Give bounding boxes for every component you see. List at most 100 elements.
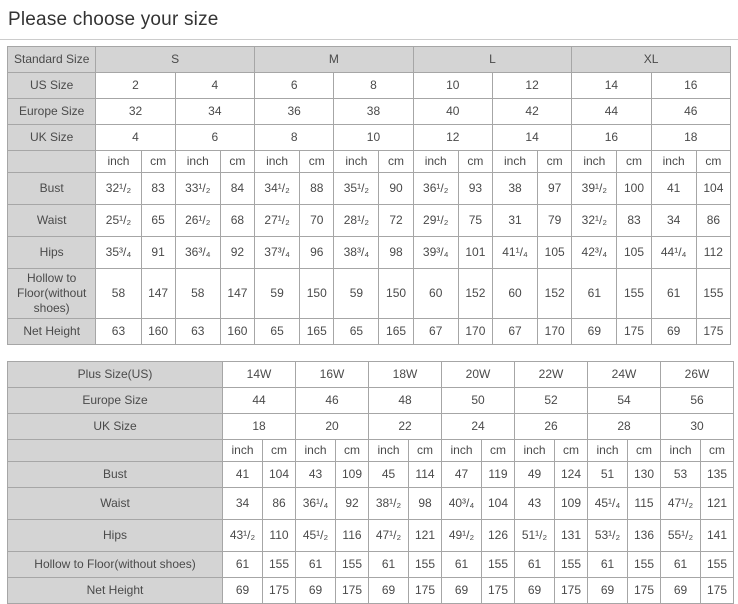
hips-cell: 112 [695,236,732,269]
row-label-plus-net-height: Net Height [7,577,223,604]
hollow-to-floor-cell: 59 [333,268,380,319]
hollow-to-floor-cell: 147 [219,268,256,319]
row-label-plus-hips: Hips [7,519,223,552]
us-size-cell: 2 [95,72,176,99]
waist-cell: 86 [695,204,732,237]
plus-hollow-to-floor-cell: 155 [554,551,588,578]
plus-bust-cell: 114 [408,461,442,488]
hips-cell: 98 [378,236,414,269]
plus-hollow-to-floor-cell: 155 [262,551,296,578]
us-size-cell: 16 [650,72,732,99]
plus-waist-cell: 92 [335,487,369,520]
plus-net-height-cell: 69 [441,577,482,604]
plus-unit-header-cell: cm [700,439,734,462]
us-size-cell: 6 [253,72,335,99]
unit-header-cell: cm [616,150,652,173]
bust-cell: 100 [616,172,652,205]
plus-europe-size-cell: 50 [441,387,515,414]
size-group-row: Standard Size S M L XL [6,46,731,73]
plus-uk-size-cell: 22 [368,413,442,440]
units-corner-cell [6,150,97,173]
plus-net-height-cell: 175 [335,577,369,604]
plus-unit-header-cell: cm [408,439,442,462]
waist-cell: 68 [219,204,256,237]
plus-hollow-to-floor-cell: 155 [335,551,369,578]
plus-hips-cell: 141 [700,519,734,552]
hollow-to-floor-cell: 59 [253,268,301,319]
net-height-cell: 160 [140,318,176,345]
row-label-waist: Waist [6,204,97,237]
plus-hollow-to-floor-cell: 155 [408,551,442,578]
bust-cell: 83 [140,172,176,205]
net-height-cell: 160 [219,318,256,345]
size-group-header: S [95,46,255,73]
us-size-row: US Size 2 4 6 8 10 12 14 16 [6,72,732,99]
plus-size-cell: 22W [514,361,588,388]
net-height-cell: 165 [378,318,414,345]
plus-hips-cell: 47¹/₂ [368,519,409,552]
hips-cell: 35³/₄ [95,236,142,269]
hollow-to-floor-cell: 155 [695,268,732,319]
plus-net-height-cell: 69 [222,577,263,604]
plus-bust-cell: 47 [441,461,482,488]
plus-units-row: inch cm inch cm inch cm inch cm inch cm inch cm inch… [7,439,734,462]
row-label-plus-bust: Bust [7,461,223,488]
plus-bust-cell: 135 [700,461,734,488]
plus-hips-cell: 43¹/₂ [222,519,263,552]
plus-hips-cell: 116 [335,519,369,552]
plus-unit-header-cell: inch [441,439,482,462]
plus-hollow-to-floor-cell: 155 [627,551,661,578]
plus-size-table: Plus Size(US) 14W 16W 18W 20W 22W 24W 26W Euro… [7,361,734,604]
plus-net-height-cell: 69 [295,577,336,604]
unit-header-cell: cm [695,150,732,173]
row-label-plus-uk-size: UK Size [7,413,223,440]
uk-size-cell: 14 [491,124,573,151]
hollow-to-floor-cell: 58 [95,268,142,319]
plus-waist-cell: 34 [222,487,263,520]
plus-bust-cell: 41 [222,461,263,488]
plus-units-corner-cell [7,439,223,462]
hollow-to-floor-cell: 152 [457,268,493,319]
bust-row: Bust 32¹/₂ 83 33¹/₂ 84 34¹/₂ 88 35¹/₂ 90 36¹/₂ 93… [6,172,732,205]
plus-size-cell: 26W [660,361,734,388]
plus-net-height-cell: 175 [481,577,515,604]
waist-cell: 26¹/₂ [174,204,221,237]
row-label-hips: Hips [6,236,97,269]
plus-size-cell: 14W [222,361,296,388]
corner-label: Standard Size [6,46,97,73]
page-title: Please choose your size [8,9,219,30]
row-label-net-height: Net Height [6,318,97,345]
plus-europe-size-cell: 56 [660,387,734,414]
plus-size-row: Plus Size(US) 14W 16W 18W 20W 22W 24W 26W [7,361,734,388]
us-size-cell: 12 [491,72,573,99]
waist-cell: 31 [491,204,539,237]
hollow-to-floor-cell: 60 [412,268,459,319]
uk-size-cell: 10 [333,124,414,151]
plus-hollow-to-floor-cell: 155 [700,551,734,578]
unit-header-cell: inch [571,150,618,173]
plus-hips-row: Hips 43¹/₂ 110 45¹/₂ 116 47¹/₂ 121 49¹/₂ 126 51¹… [7,519,734,552]
plus-hips-cell: 136 [627,519,661,552]
plus-hollow-to-floor-row: Hollow to Floor(without shoes) 61 155 61 15… [7,551,734,578]
plus-net-height-cell: 175 [408,577,442,604]
plus-waist-cell: 109 [554,487,588,520]
plus-unit-header-cell: inch [295,439,336,462]
bust-cell: 93 [457,172,493,205]
plus-uk-size-cell: 24 [441,413,515,440]
us-size-cell: 8 [333,72,414,99]
hips-cell: 96 [299,236,335,269]
plus-waist-cell: 36¹/₄ [295,487,336,520]
title-divider [0,39,738,40]
net-height-cell: 67 [491,318,539,345]
size-group-header: L [412,46,573,73]
plus-bust-cell: 43 [295,461,336,488]
plus-hips-cell: 55¹/₂ [660,519,701,552]
hips-cell: 41¹/₄ [491,236,539,269]
waist-cell: 29¹/₂ [412,204,459,237]
row-label-plus-europe-size: Europe Size [7,387,223,414]
europe-size-cell: 32 [95,98,176,125]
plus-net-height-cell: 69 [514,577,555,604]
bust-cell: 88 [299,172,335,205]
net-height-cell: 67 [412,318,459,345]
unit-header-cell: cm [537,150,573,173]
